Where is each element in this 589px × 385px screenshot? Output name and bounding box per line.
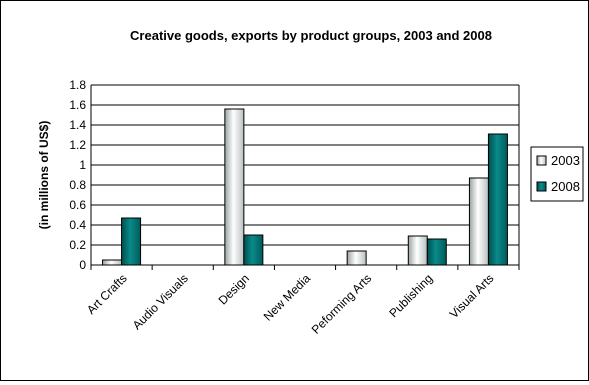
x-tick-label: New Media bbox=[261, 271, 314, 324]
bar-2003-design bbox=[224, 108, 245, 266]
x-tick-label: Audio Visuals bbox=[130, 271, 191, 332]
x-tick-label: Visual Arts bbox=[447, 271, 497, 321]
bar-2008-visual-arts bbox=[487, 133, 508, 266]
y-tick-label: 0.2 bbox=[69, 238, 86, 252]
bar-2003-peforming-arts bbox=[346, 250, 367, 266]
y-axis-label: (in millions of US$) bbox=[37, 121, 51, 230]
legend-swatch-2008 bbox=[536, 181, 547, 192]
legend: 2003 2008 bbox=[530, 146, 584, 202]
y-tick-label: 1.4 bbox=[69, 118, 86, 132]
y-tick-label: 0.4 bbox=[69, 218, 86, 232]
y-tick-label: 0.6 bbox=[69, 198, 86, 212]
bar-2003-visual-arts bbox=[468, 177, 489, 266]
y-tick-label: 0.8 bbox=[69, 178, 86, 192]
y-tick-label: 1.2 bbox=[69, 138, 86, 152]
x-tick-label: Publishing bbox=[386, 271, 435, 320]
chart-title: Creative goods, exports by product group… bbox=[130, 28, 492, 43]
x-tick-label: Peforming Arts bbox=[309, 271, 375, 337]
bar-2008-art-crafts bbox=[121, 217, 142, 266]
bar-2003-art-crafts bbox=[102, 259, 123, 266]
bar-2008-publishing bbox=[426, 238, 447, 266]
y-tick-label: 1 bbox=[79, 158, 86, 172]
legend-label-2008: 2008 bbox=[551, 179, 580, 194]
y-tick-label: 1.6 bbox=[69, 98, 86, 112]
bar-2008-design bbox=[243, 234, 264, 266]
y-tick-label: 1.8 bbox=[69, 78, 86, 92]
bar-2003-publishing bbox=[407, 235, 428, 266]
plot-area: 0 0.2 0.4 0.6 0.8 1 1.2 1.4 1.6 1.8 Art Crafts Audi… bbox=[69, 78, 520, 337]
x-tick-label: Art Crafts bbox=[84, 271, 130, 317]
x-tick-label: Design bbox=[216, 271, 252, 307]
y-tick-label: 0 bbox=[79, 258, 86, 272]
legend-label-2003: 2003 bbox=[551, 153, 580, 168]
legend-swatch-2003 bbox=[536, 155, 547, 166]
